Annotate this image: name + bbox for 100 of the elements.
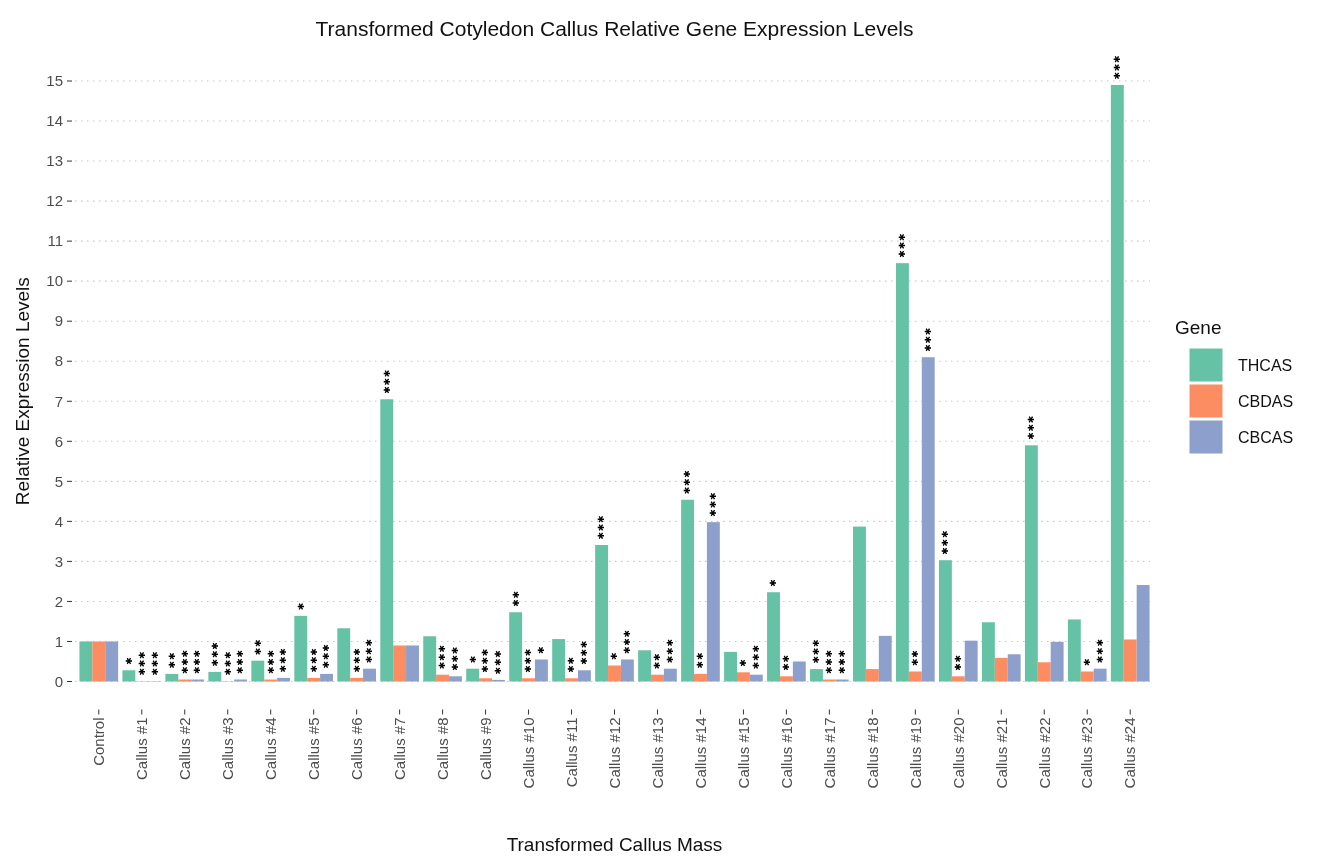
bar xyxy=(122,670,136,682)
data-label: * xyxy=(122,655,138,665)
bar xyxy=(1024,445,1038,682)
x-tick-label: Callus #1 xyxy=(133,717,151,781)
data-label: *** xyxy=(264,648,280,674)
data-label: *** xyxy=(363,637,379,663)
bar xyxy=(595,544,609,682)
x-tick-label: Callus #11 xyxy=(562,717,580,788)
x-tick-label: Callus #23 xyxy=(1078,717,1096,789)
y-tick-label: 1 xyxy=(54,632,63,650)
bar xyxy=(620,659,634,682)
data-label: *** xyxy=(522,647,538,673)
bar xyxy=(724,651,737,682)
x-tick-label: Callus #24 xyxy=(1121,717,1139,789)
x-tick-label: Callus #18 xyxy=(863,717,881,789)
bar xyxy=(694,673,707,682)
bar xyxy=(178,679,192,682)
bar xyxy=(638,650,652,682)
x-tick-label: Callus #13 xyxy=(648,717,666,789)
bar xyxy=(191,679,205,682)
data-label: ** xyxy=(565,655,581,673)
x-tick-label: Callus #15 xyxy=(734,717,752,789)
bar xyxy=(552,639,566,682)
data-label: ** xyxy=(952,653,968,671)
x-tick-label: Callus #5 xyxy=(304,717,322,781)
legend-title: Gene xyxy=(1175,317,1222,338)
bar xyxy=(878,635,892,682)
y-axis-title: Relative Expression Levels xyxy=(12,277,33,506)
data-label: *** xyxy=(1025,414,1041,440)
y-tick-label: 5 xyxy=(54,472,63,490)
bar xyxy=(608,665,621,682)
data-label: *** xyxy=(664,637,680,663)
bar xyxy=(534,659,548,682)
bar xyxy=(681,499,695,682)
bar xyxy=(350,677,364,682)
x-tick-label: Callus #6 xyxy=(347,717,365,781)
bar xyxy=(951,676,965,682)
x-tick-label: Callus #19 xyxy=(906,717,924,789)
bar xyxy=(1067,619,1081,682)
data-label: *** xyxy=(234,648,250,674)
x-axis-title: Transformed Callus Mass xyxy=(506,834,723,855)
bar xyxy=(1110,85,1124,682)
x-tick-label: Control xyxy=(90,717,108,766)
x-tick-label: Callus #21 xyxy=(992,717,1010,789)
data-label: *** xyxy=(939,529,955,555)
x-tick-label: Callus #3 xyxy=(218,717,236,781)
data-label: *** xyxy=(320,642,336,668)
y-tick-label: 8 xyxy=(54,352,63,370)
y-tick-label: 6 xyxy=(54,432,63,450)
data-label: *** xyxy=(823,648,839,674)
data-label: *** xyxy=(208,640,224,666)
bar xyxy=(767,592,780,682)
bar xyxy=(1050,641,1064,682)
data-label: ** xyxy=(780,653,796,671)
bar xyxy=(577,670,591,682)
x-tick-label: Callus #2 xyxy=(175,717,193,781)
bar xyxy=(264,679,278,682)
data-label: ** xyxy=(694,651,710,668)
x-tick-label: Callus #8 xyxy=(433,717,451,781)
data-label: *** xyxy=(896,232,912,258)
bar xyxy=(92,641,106,682)
y-tick-label: 2 xyxy=(54,592,63,610)
y-tick-label: 14 xyxy=(46,112,63,130)
bar xyxy=(1080,671,1094,682)
bar xyxy=(522,678,535,682)
data-label: ** xyxy=(909,648,925,666)
data-label: *** xyxy=(135,650,151,676)
bar xyxy=(436,674,450,682)
bar xyxy=(1037,662,1051,682)
bar xyxy=(208,671,222,682)
bar xyxy=(423,636,437,682)
bar xyxy=(320,673,334,682)
bar xyxy=(835,679,849,682)
bar xyxy=(964,640,978,682)
y-tick-label: 15 xyxy=(46,72,63,90)
x-tick-label: Callus #17 xyxy=(820,717,838,789)
y-tick-label: 13 xyxy=(46,152,63,170)
bar xyxy=(479,678,493,682)
bar xyxy=(921,357,935,682)
bar xyxy=(663,668,677,682)
y-tick-label: 11 xyxy=(47,232,63,250)
bar xyxy=(406,645,419,682)
bar xyxy=(822,679,836,682)
y-tick-label: 4 xyxy=(54,512,63,530)
y-tick-label: 9 xyxy=(54,312,63,330)
x-tick-label: Callus #16 xyxy=(777,717,795,789)
data-label: *** xyxy=(380,368,396,394)
data-label: ** xyxy=(509,589,525,607)
bar xyxy=(706,522,720,682)
bar xyxy=(393,645,407,682)
x-tick-label: Callus #7 xyxy=(390,717,408,781)
bar xyxy=(792,661,806,682)
bar xyxy=(994,657,1008,682)
data-label: *** xyxy=(595,514,611,539)
bar xyxy=(810,669,823,682)
data-label: *** xyxy=(1111,54,1127,79)
x-tick-label: Callus #14 xyxy=(691,717,709,789)
data-label: *** xyxy=(621,628,637,654)
bar xyxy=(509,612,523,682)
chart-title: Transformed Cotyledon Callus Relative Gene Expression Levels xyxy=(315,17,914,40)
